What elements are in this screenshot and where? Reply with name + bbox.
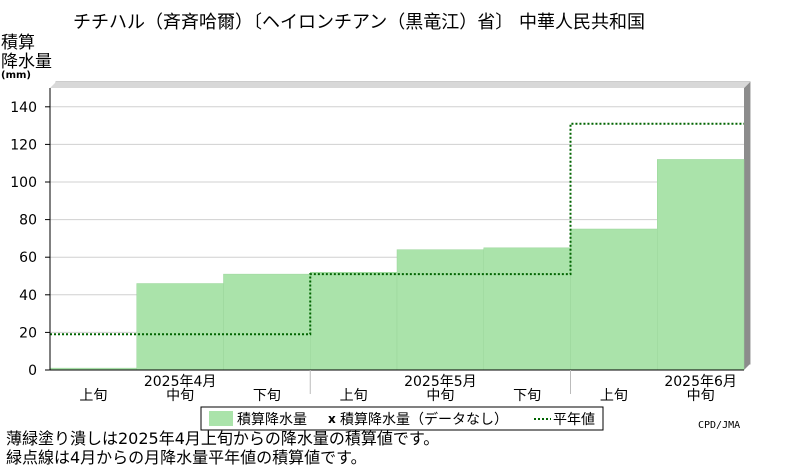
bar (310, 271, 398, 371)
x-period-label: 中旬 (426, 388, 454, 404)
x-period-label: 上旬 (600, 388, 628, 404)
x-period-label: 上旬 (79, 388, 107, 404)
bar (396, 249, 484, 371)
x-period-label: 上旬 (340, 388, 368, 404)
legend-label: 平年値 (553, 412, 595, 428)
y-tick-label: 80 (19, 213, 37, 229)
x-month-label: 2025年6月 (664, 374, 737, 390)
x-month-label: 2025年5月 (404, 374, 477, 390)
x-period-label: 下旬 (513, 388, 541, 404)
bar (223, 273, 311, 371)
y-axis-unit: (mm) (1, 70, 31, 81)
y-tick-label: 100 (10, 175, 37, 191)
legend-label: 積算降水量（データなし） (340, 411, 508, 428)
x-period-label: 中旬 (687, 388, 715, 404)
plot-side-wall (744, 82, 750, 370)
legend-label: 積算降水量 (237, 412, 307, 428)
credit: CPD/JMA (698, 420, 741, 431)
x-month-label: 2025年4月 (144, 374, 217, 390)
bar (136, 283, 224, 371)
note-fill: 薄緑塗り潰しは2025年4月上旬からの降水量の積算値です。 (6, 429, 440, 448)
y-tick-label: 140 (10, 100, 37, 116)
y-axis-label-line: 降水量 (1, 52, 52, 72)
normal-step-line (50, 122, 744, 336)
legend: 積算降水量 x 積算降水量（データなし） 平年値 (200, 406, 604, 431)
bar (657, 159, 745, 371)
plot-top-wall (50, 82, 750, 88)
bar (570, 228, 658, 371)
x-period-label: 中旬 (166, 388, 194, 404)
bar (483, 247, 571, 371)
y-axis-label-line: 積算 (1, 33, 35, 53)
y-tick-label: 40 (19, 288, 37, 304)
note-dotted: 緑点線は4月からの月降水量平年値の積算値です。 (6, 448, 367, 467)
y-tick-label: 20 (19, 325, 37, 341)
y-axis-label: 積算降水量(mm) (1, 33, 52, 81)
chart-title: チチハル（斉斉哈爾）〔ヘイロンチアン（黒竜江）省〕 中華人民共和国 (73, 12, 645, 33)
legend-swatch (209, 411, 233, 426)
y-tick-label: 120 (10, 137, 37, 153)
y-tick-label: 60 (19, 250, 37, 266)
y-tick-label: 0 (28, 363, 37, 379)
x-period-label: 下旬 (253, 388, 281, 404)
legend-x-marker: x (328, 412, 336, 426)
legend-box (200, 406, 604, 431)
